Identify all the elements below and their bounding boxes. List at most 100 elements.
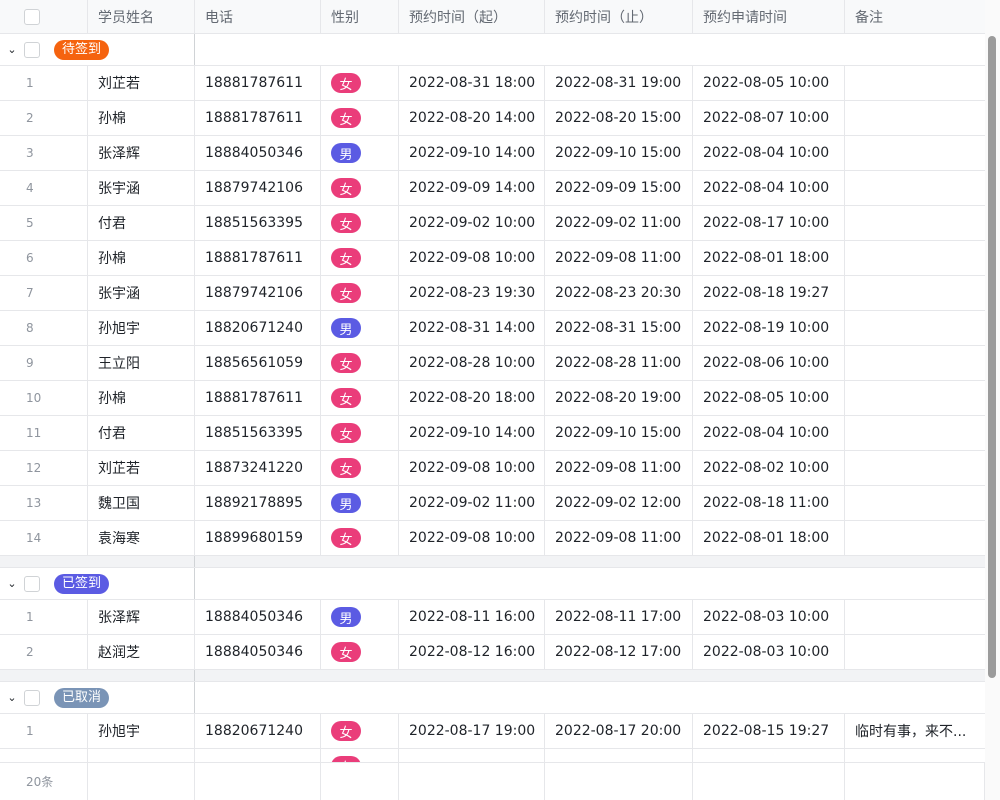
end-time-cell: 2022-08-31 19:00 [545, 66, 693, 100]
applied-time-cell: 2022-08-17 10:00 [693, 206, 845, 240]
phone-cell: 18884050346 [195, 600, 321, 634]
applied-time-cell: 2022-08-01 18:00 [693, 521, 845, 555]
select-all-checkbox[interactable] [24, 8, 40, 25]
scrollbar-thumb[interactable] [988, 36, 996, 678]
gender-badge: 男 [331, 493, 361, 513]
end-time-cell: 2022-08-20 19:00 [545, 381, 693, 415]
row-index-cell: 5 [0, 206, 88, 240]
note-cell: 临时有事，来不... [855, 724, 967, 740]
start-time-cell: 2022-09-09 14:00 [399, 171, 545, 205]
gender-badge: 女 [331, 423, 361, 443]
group-header[interactable]: ⌄ 待签到 [0, 34, 985, 66]
header-select-cell [0, 0, 88, 33]
phone-cell: 18851563395 [195, 206, 321, 240]
table-row[interactable]: 2 赵润芝 18884050346 女 2022-08-12 16:00 2022-08-… [0, 635, 985, 670]
table-row[interactable]: 3 张泽辉 18884050346 男 2022-09-10 14:00 2022-09-… [0, 136, 985, 171]
end-time-cell: 2022-09-08 11:00 [545, 241, 693, 275]
note-cell [845, 206, 985, 240]
group-checkbox[interactable] [24, 41, 40, 58]
group-checkbox[interactable] [24, 575, 40, 592]
table-row[interactable]: 14 袁海寒 18899680159 女 2022-09-08 10:00 2022-09… [0, 521, 985, 556]
table-row[interactable]: 12 刘芷若 18873241220 女 2022-09-08 10:00 2022-09… [0, 451, 985, 486]
gender-badge: 男 [331, 143, 361, 163]
phone-cell: 18873241220 [195, 451, 321, 485]
start-time-cell: 2022-09-10 14:00 [399, 136, 545, 170]
column-header-start[interactable]: 预约时间（起） [399, 0, 545, 33]
gender-cell: 女 [321, 206, 399, 240]
table-row[interactable]: 1 张泽辉 18884050346 男 2022-08-11 16:00 2022-08-… [0, 600, 985, 635]
phone-cell: 18881787611 [195, 66, 321, 100]
gender-badge: 女 [331, 213, 361, 233]
applied-time-cell: 2022-08-05 10:00 [693, 381, 845, 415]
gender-badge: 女 [331, 73, 361, 93]
column-header-note[interactable]: 备注 [855, 9, 883, 26]
start-time-cell: 2022-08-31 18:00 [399, 66, 545, 100]
vertical-scrollbar[interactable] [985, 0, 1000, 800]
phone-cell: 18884050346 [195, 635, 321, 669]
applied-time-cell: 2022-08-07 10:00 [693, 101, 845, 135]
column-header-end[interactable]: 预约时间（止） [545, 0, 693, 33]
end-time-cell: 2022-09-02 11:00 [545, 206, 693, 240]
phone-cell: 18820671240 [195, 714, 321, 748]
start-time-cell: 2022-09-02 11:00 [399, 486, 545, 520]
chevron-down-icon[interactable]: ⌄ [7, 691, 17, 704]
table-row[interactable]: 11 付君 18851563395 女 2022-09-10 14:00 2022-09-… [0, 416, 985, 451]
gender-badge: 男 [331, 607, 361, 627]
table-row[interactable]: 4 张宇涵 18879742106 女 2022-09-09 14:00 2022-09-… [0, 171, 985, 206]
end-time-cell: 2022-08-28 11:00 [545, 346, 693, 380]
student-name-cell: 张宇涵 [88, 171, 195, 205]
gender-cell: 女 [321, 416, 399, 450]
table-row[interactable]: 1 刘芷若 18881787611 女 2022-08-31 18:00 2022-08-… [0, 66, 985, 101]
gender-cell: 男 [321, 136, 399, 170]
start-time-cell: 2022-08-23 19:30 [399, 276, 545, 310]
footer-cell [545, 763, 693, 800]
applied-time-cell: 2022-08-04 10:00 [693, 136, 845, 170]
start-time-cell: 2022-09-08 10:00 [399, 451, 545, 485]
table-header: 学员姓名 电话 性别 预约时间（起） 预约时间（止） 预约申请时间 备注 [0, 0, 985, 34]
footer-cell [845, 763, 985, 800]
column-header-phone[interactable]: 电话 [195, 0, 321, 33]
end-time-cell: 2022-09-10 15:00 [545, 136, 693, 170]
row-index-cell: 13 [0, 486, 88, 520]
table-row[interactable]: 1 孙旭宇 18820671240 女 2022-08-17 19:00 2022-08-… [0, 714, 985, 749]
applied-time-cell: 2022-08-18 19:27 [693, 276, 845, 310]
table-row[interactable]: 10 孙棉 18881787611 女 2022-08-20 18:00 2022-08-… [0, 381, 985, 416]
row-index-cell: 4 [0, 171, 88, 205]
group-checkbox[interactable] [24, 689, 40, 706]
student-name-cell: 张泽辉 [88, 600, 195, 634]
table-row[interactable]: 5 付君 18851563395 女 2022-09-02 10:00 2022-09-0… [0, 206, 985, 241]
note-cell [845, 600, 985, 634]
group-header[interactable]: ⌄ 已取消 [0, 682, 985, 714]
start-time-cell: 2022-08-20 14:00 [399, 101, 545, 135]
column-header-applied[interactable]: 预约申请时间 [693, 0, 845, 33]
table-row[interactable]: 6 孙棉 18881787611 女 2022-09-08 10:00 2022-09-0… [0, 241, 985, 276]
group-status-badge: 已签到 [54, 573, 110, 594]
table-row[interactable]: 9 王立阳 18856561059 女 2022-08-28 10:00 2022-08-… [0, 346, 985, 381]
footer-cell [88, 763, 195, 800]
column-header-gender[interactable]: 性别 [321, 0, 399, 33]
footer-cell [693, 763, 845, 800]
table-row[interactable]: 8 孙旭宇 18820671240 男 2022-08-31 14:00 2022-08-… [0, 311, 985, 346]
student-name-cell: 王立阳 [88, 346, 195, 380]
end-time-cell: 2022-08-11 17:00 [545, 600, 693, 634]
student-name-cell: 张宇涵 [88, 276, 195, 310]
start-time-cell: 2022-08-12 16:00 [399, 635, 545, 669]
table-row[interactable]: 7 张宇涵 18879742106 女 2022-08-23 19:30 2022-08-… [0, 276, 985, 311]
column-header-name[interactable]: 学员姓名 [88, 0, 195, 33]
chevron-down-icon[interactable]: ⌄ [7, 43, 17, 56]
table-row[interactable]: 13 魏卫国 18892178895 男 2022-09-02 11:00 2022-09… [0, 486, 985, 521]
gender-cell: 女 [321, 381, 399, 415]
row-index-cell: 7 [0, 276, 88, 310]
start-time-cell: 2022-08-17 19:00 [399, 714, 545, 748]
row-index-cell: 2 [0, 101, 88, 135]
chevron-down-icon[interactable]: ⌄ [7, 577, 17, 590]
phone-cell: 18892178895 [195, 486, 321, 520]
divider [194, 670, 195, 681]
table-row[interactable]: 2 孙棉 18881787611 女 2022-08-20 14:00 2022-08-2… [0, 101, 985, 136]
start-time-cell: 2022-09-02 10:00 [399, 206, 545, 240]
note-cell [845, 101, 985, 135]
phone-cell: 18879742106 [195, 171, 321, 205]
phone-cell: 18856561059 [195, 346, 321, 380]
group-header[interactable]: ⌄ 已签到 [0, 568, 985, 600]
row-index-cell: 11 [0, 416, 88, 450]
